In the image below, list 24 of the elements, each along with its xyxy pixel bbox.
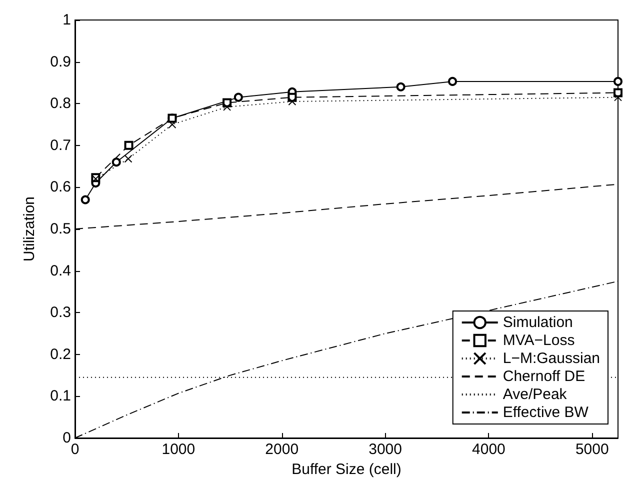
x-tick-label: 2000	[265, 441, 299, 458]
x-tick-label: 1000	[162, 441, 196, 458]
y-tick-label: 0.7	[50, 136, 71, 154]
legend-label: Simulation	[502, 314, 573, 331]
x-tick-label: 3000	[368, 441, 402, 458]
y-tick-label: 0.1	[50, 388, 71, 405]
legend-label: Chernoff DE	[502, 368, 586, 385]
legend-label: Effective BW	[502, 404, 590, 421]
x-axis-title: Buffer Size (cell)	[292, 460, 402, 478]
x-tick-label: 4000	[472, 441, 506, 458]
y-tick-label: 0.5	[50, 220, 71, 238]
y-tick-label: 1	[62, 12, 71, 28]
legend-label: Ave/Peak	[502, 386, 568, 403]
y-tick-label: 0.8	[50, 95, 71, 112]
y-tick-label: 0.4	[50, 262, 71, 280]
y-axis-title: Utilization	[21, 196, 38, 262]
y-tick-label: 0.3	[50, 304, 71, 322]
y-tick-label: 0	[62, 430, 71, 446]
legend-label: L−M:Gaussian	[502, 350, 600, 367]
y-tick-label: 0.9	[50, 53, 71, 70]
x-tick-label: 5000	[575, 441, 609, 458]
y-tick-label: 0.6	[50, 178, 71, 196]
legend-label: MVA−Loss	[502, 332, 575, 349]
y-tick-label: 0.2	[50, 346, 71, 363]
